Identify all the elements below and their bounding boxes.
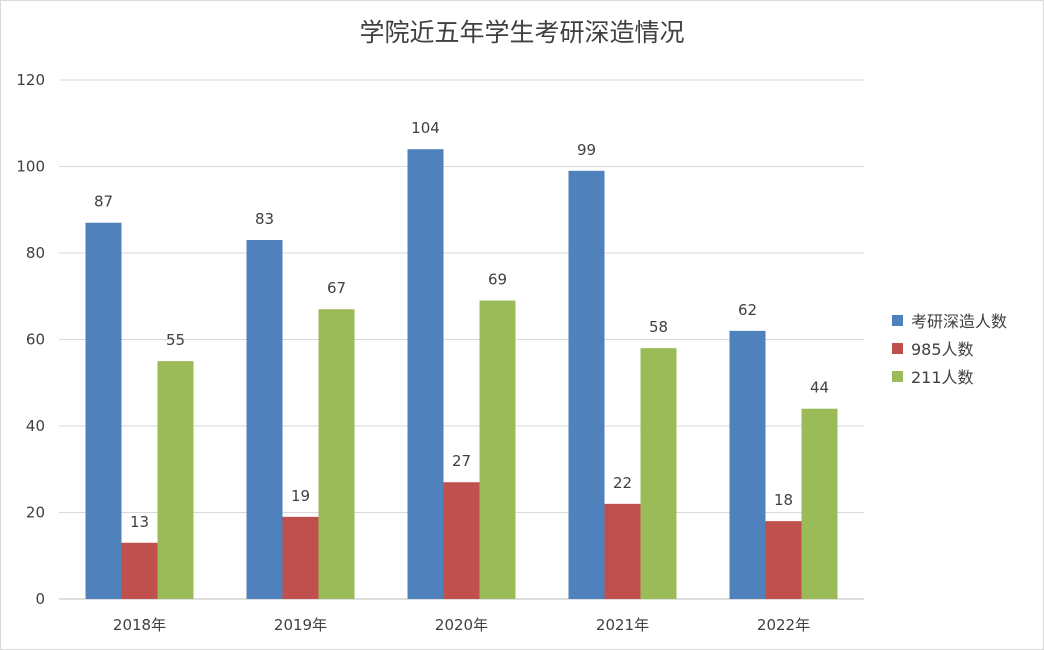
bar-2-2 — [479, 300, 516, 599]
bar-1-0 — [121, 542, 158, 599]
bar-0-4 — [729, 330, 766, 599]
bar-2-4 — [801, 408, 838, 599]
chart-legend: 考研深造人数 985人数 211人数 — [892, 306, 1042, 390]
legend-swatch-1 — [892, 342, 903, 354]
legend-label-1: 985人数 — [911, 340, 974, 359]
bar-2-0 — [157, 361, 194, 599]
bar-0-2 — [407, 149, 444, 599]
bar-2-3 — [640, 348, 677, 599]
data-label: 44 — [810, 379, 829, 397]
bar-0-3 — [568, 170, 605, 599]
y-tick-label: 40 — [26, 417, 45, 435]
x-tick-label: 2020年 — [435, 616, 488, 634]
x-tick-label: 2021年 — [596, 616, 649, 634]
data-label: 27 — [452, 452, 471, 470]
legend-item-2: 211人数 — [892, 362, 1042, 390]
legend-label-2: 211人数 — [911, 368, 974, 387]
data-label: 19 — [291, 487, 310, 505]
data-label: 67 — [327, 279, 346, 297]
legend-item-0: 考研深造人数 — [892, 306, 1042, 334]
data-label: 99 — [577, 141, 596, 159]
bar-1-3 — [604, 503, 641, 599]
x-tick-label: 2018年 — [113, 616, 166, 634]
y-tick-label: 0 — [35, 590, 45, 608]
data-label: 18 — [774, 491, 793, 509]
bar-0-0 — [85, 222, 122, 599]
chart-title: 学院近五年学生考研深造情况 — [359, 18, 685, 47]
legend-label-0: 考研深造人数 — [911, 312, 1008, 331]
data-label: 83 — [255, 210, 274, 228]
bar-1-1 — [282, 516, 319, 599]
x-tick-label: 2019年 — [274, 616, 327, 634]
y-tick-label: 100 — [16, 158, 45, 176]
data-label: 22 — [613, 474, 632, 492]
x-tick-label: 2022年 — [757, 616, 810, 634]
data-label: 13 — [130, 513, 149, 531]
y-tick-label: 60 — [26, 331, 45, 349]
data-label: 62 — [738, 301, 757, 319]
legend-swatch-0 — [892, 314, 903, 326]
bar-0-1 — [246, 240, 283, 599]
y-tick-label: 80 — [26, 244, 45, 262]
legend-swatch-2 — [892, 370, 903, 382]
y-tick-label: 120 — [16, 71, 45, 89]
data-label: 55 — [166, 331, 185, 349]
bar-1-2 — [443, 482, 480, 599]
bar-1-4 — [765, 521, 802, 599]
bar-2-1 — [318, 309, 355, 599]
data-label: 69 — [488, 271, 507, 289]
y-tick-label: 20 — [26, 504, 45, 522]
data-label: 58 — [649, 318, 668, 336]
data-label: 87 — [94, 193, 113, 211]
data-label: 104 — [411, 119, 440, 137]
legend-item-1: 985人数 — [892, 334, 1042, 362]
